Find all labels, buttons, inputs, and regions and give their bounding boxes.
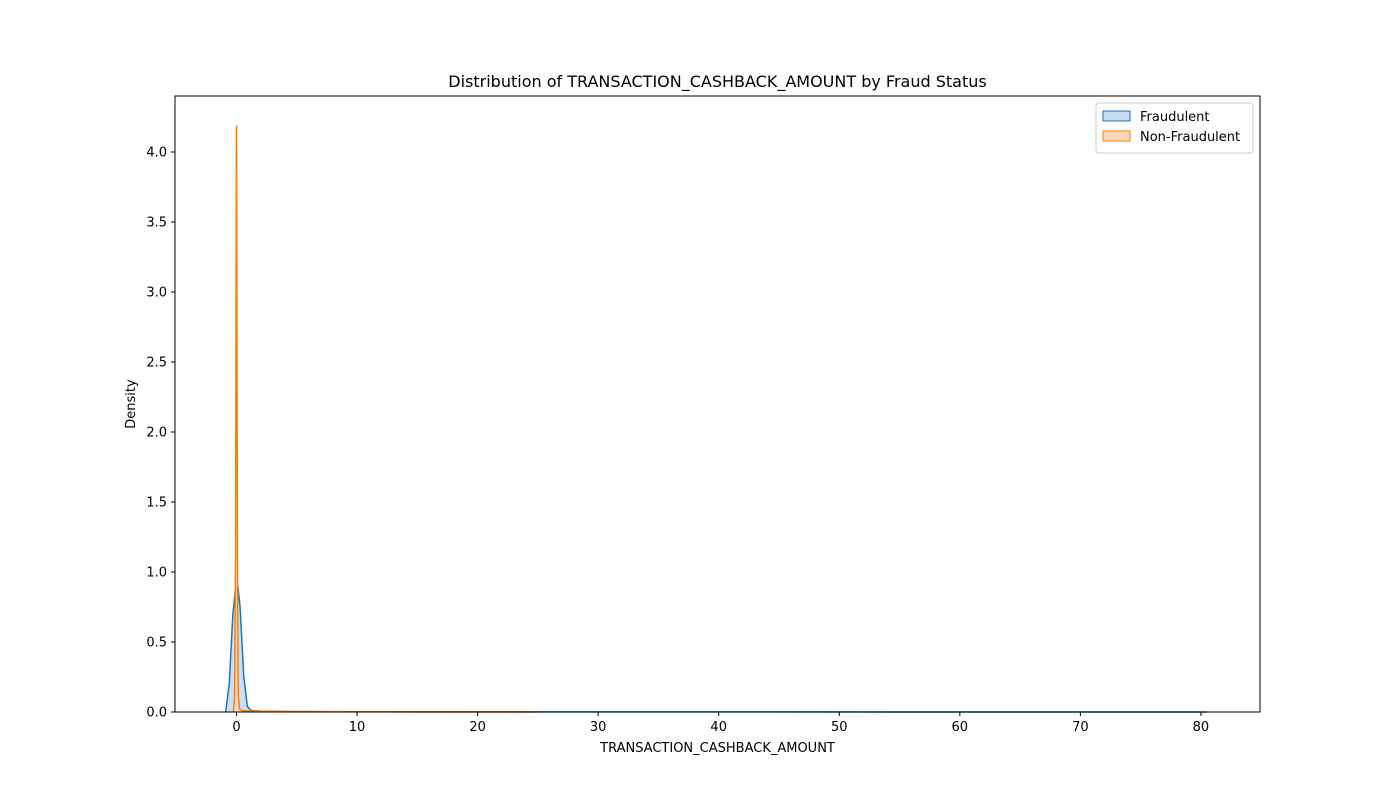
chart-title: Distribution of TRANSACTION_CASHBACK_AMO… (448, 72, 986, 92)
x-tick-label: 70 (1072, 720, 1089, 735)
x-tick-label: 50 (831, 720, 848, 735)
x-tick-label: 10 (349, 720, 366, 735)
series-fraudulent-line (224, 584, 1207, 713)
y-tick-label: 0.5 (146, 636, 167, 651)
legend-swatch-non-fraudulent (1102, 130, 1131, 142)
y-tick-label: 3.0 (146, 286, 167, 301)
legend: Fraudulent Non-Fraudulent (1095, 102, 1254, 154)
y-axis-label: Density (124, 379, 139, 429)
x-tick-label: 0 (232, 720, 240, 735)
y-tick-label: 3.5 (146, 216, 167, 231)
x-tick-label: 60 (952, 720, 969, 735)
y-tick-label: 0.0 (146, 706, 167, 721)
y-tick-label: 4.0 (146, 146, 167, 161)
x-axis-label: TRANSACTION_CASHBACK_AMOUNT (599, 741, 835, 756)
y-axis: 0.0 0.5 1.0 1.5 2.0 2.5 3.0 3.5 4.0 (146, 146, 175, 721)
series-non-fraudulent-line (232, 125, 538, 713)
legend-swatch-fraudulent (1102, 110, 1131, 122)
legend-label-fraudulent: Fraudulent (1140, 110, 1210, 125)
x-tick-label: 20 (469, 720, 486, 735)
series-non-fraudulent-area (233, 125, 538, 712)
series-fraudulent-area (225, 584, 1207, 712)
y-tick-label: 1.0 (146, 566, 167, 581)
plot-frame (174, 95, 1261, 713)
y-tick-label: 2.5 (146, 356, 167, 371)
plot-area (224, 125, 1207, 713)
x-tick-label: 80 (1193, 720, 1210, 735)
y-tick-label: 1.5 (146, 496, 167, 511)
y-tick-label: 2.0 (146, 426, 167, 441)
x-axis: 0 10 20 30 40 50 60 70 80 (232, 712, 1209, 735)
legend-label-non-fraudulent: Non-Fraudulent (1140, 130, 1240, 145)
legend-box (1095, 102, 1254, 154)
x-tick-label: 30 (590, 720, 607, 735)
x-tick-label: 40 (710, 720, 727, 735)
